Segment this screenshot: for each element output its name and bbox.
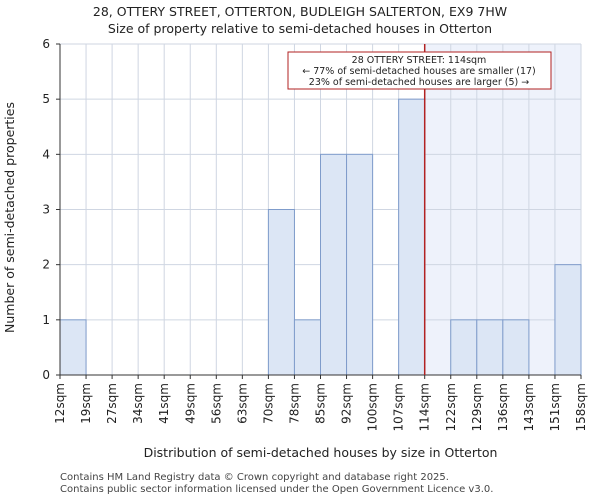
x-tick-label: 92sqm — [340, 383, 354, 424]
x-tick-label: 107sqm — [392, 383, 406, 431]
y-tick-label: 4 — [42, 147, 50, 161]
annotation-smaller: ← 77% of semi-detached houses are smalle… — [302, 66, 536, 77]
annotation-box — [287, 51, 552, 90]
histogram-bar — [320, 153, 348, 376]
footer-licence: Contains public sector information licen… — [60, 484, 494, 495]
x-tick-label: 27sqm — [105, 383, 119, 424]
histogram-bar — [502, 319, 530, 376]
histogram-bar — [398, 98, 426, 376]
x-tick-label: 63sqm — [235, 383, 249, 424]
x-tick-label: 78sqm — [287, 383, 301, 424]
histogram-bar — [450, 319, 478, 376]
x-tick-label: 158sqm — [574, 383, 588, 431]
x-tick-label: 85sqm — [314, 383, 328, 424]
y-tick-label: 1 — [42, 313, 50, 327]
x-tick-label: 70sqm — [261, 383, 275, 424]
x-tick-label: 12sqm — [53, 383, 67, 424]
annotation-larger: 23% of semi-detached houses are larger (… — [309, 77, 529, 88]
x-tick-label: 151sqm — [548, 383, 562, 431]
histogram-bar — [346, 153, 374, 376]
chart-subtitle: Size of property relative to semi-detach… — [107, 21, 493, 36]
x-tick-label: 114sqm — [418, 383, 432, 431]
y-tick-label: 2 — [42, 258, 50, 272]
x-tick-label: 122sqm — [444, 383, 458, 431]
y-tick-label: 0 — [42, 368, 50, 382]
histogram-bar — [476, 319, 504, 376]
x-tick-label: 129sqm — [470, 383, 484, 431]
histogram-bar — [267, 209, 295, 376]
x-axis-label: Distribution of semi-detached houses by … — [144, 445, 498, 460]
footer-copyright: Contains HM Land Registry data © Crown c… — [60, 472, 449, 483]
histogram-bar — [293, 319, 322, 376]
histogram-bar — [554, 264, 582, 376]
histogram-bar — [59, 319, 87, 376]
x-tick-label: 49sqm — [183, 383, 197, 424]
y-axis-label: Number of semi-detached properties — [2, 102, 17, 333]
y-tick-label: 6 — [42, 37, 50, 51]
x-tick-label: 41sqm — [157, 383, 171, 424]
x-tick-label: 34sqm — [131, 383, 145, 424]
y-tick-label: 3 — [42, 203, 50, 217]
y-tick-label: 5 — [42, 92, 50, 106]
x-tick-label: 143sqm — [522, 383, 536, 431]
x-tick-label: 56sqm — [209, 383, 223, 424]
x-tick-label: 19sqm — [79, 383, 93, 424]
x-tick-label: 136sqm — [496, 383, 510, 431]
chart-title: 28, OTTERY STREET, OTTERTON, BUDLEIGH SA… — [92, 4, 508, 19]
annotation-title: 28 OTTERY STREET: 114sqm — [352, 55, 487, 66]
x-tick-label: 100sqm — [366, 383, 380, 431]
